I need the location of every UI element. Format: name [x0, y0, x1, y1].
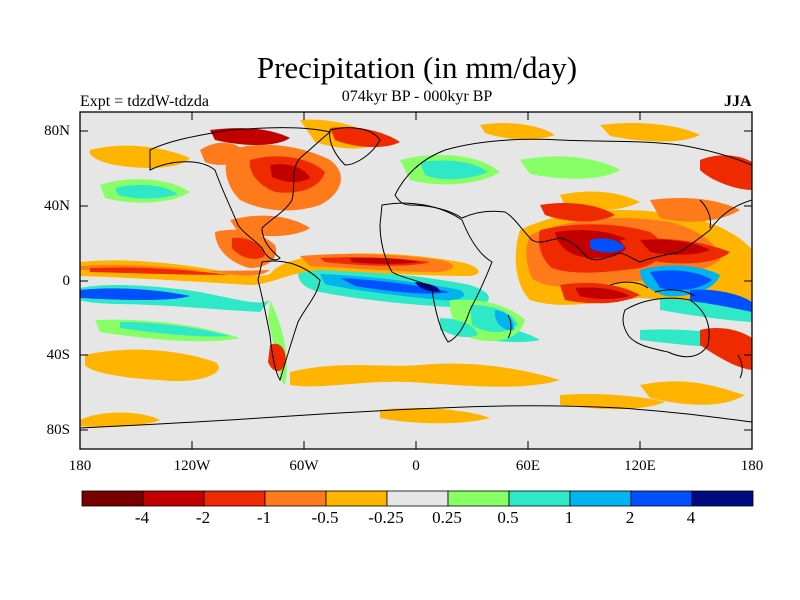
colorbar-swatch: [142, 490, 205, 507]
colorbar-label: -2: [195, 508, 211, 527]
colorbar-label: -0.25: [368, 508, 404, 527]
colorbar-swatch: [264, 490, 327, 507]
colorbar-swatch: [386, 490, 449, 507]
colorbar-label: 0.25: [432, 508, 462, 527]
colorbar-label: -4: [134, 508, 150, 527]
lat-label-40s: 40S: [46, 347, 70, 363]
map-subtitle: 074kyr BP - 000kyr BP: [341, 88, 493, 105]
colorbar-swatch: [447, 490, 510, 507]
colorbar-swatch: [691, 490, 754, 507]
lat-label-80n: 80N: [44, 123, 70, 139]
lon-label-180e: 180: [740, 458, 764, 474]
colorbar-swatch: [203, 490, 266, 507]
lat-tick-marks: [80, 130, 752, 431]
lon-tick-marks: [79, 112, 753, 449]
colorbar-swatch: [325, 490, 388, 507]
colorbar-swatch: [630, 490, 693, 507]
colorbar: [81, 490, 754, 507]
lon-label-60w: 60W: [289, 458, 319, 474]
lat-label-40n: 40N: [44, 198, 70, 214]
lat-label-0: 0: [62, 273, 71, 289]
lon-label-60e: 60E: [515, 458, 541, 474]
colorbar-label: 4: [686, 508, 696, 527]
map-title: Precipitation (in mm/day): [256, 50, 578, 85]
colorbar-swatch: [508, 490, 571, 507]
lat-label-80s: 80S: [46, 422, 70, 438]
colorbar-label: -1: [256, 508, 272, 527]
lon-label-120w: 120W: [173, 458, 211, 474]
colorbar-label: 1: [564, 508, 574, 527]
colorbar-label: 2: [625, 508, 635, 527]
lon-label-120e: 120E: [624, 458, 656, 474]
precipitation-field: [80, 119, 752, 429]
colorbar-swatch: [569, 490, 632, 507]
experiment-label: Expt = tdzdW-tdzda: [80, 93, 209, 110]
colorbar-label: 0.5: [497, 508, 519, 527]
colorbar-swatch: [81, 490, 144, 507]
lon-label-180w: 180: [68, 458, 92, 474]
coastlines: [80, 127, 752, 429]
lon-label-0: 0: [412, 458, 420, 474]
colorbar-label: -0.5: [311, 508, 339, 527]
season-label: JJA: [724, 93, 752, 110]
